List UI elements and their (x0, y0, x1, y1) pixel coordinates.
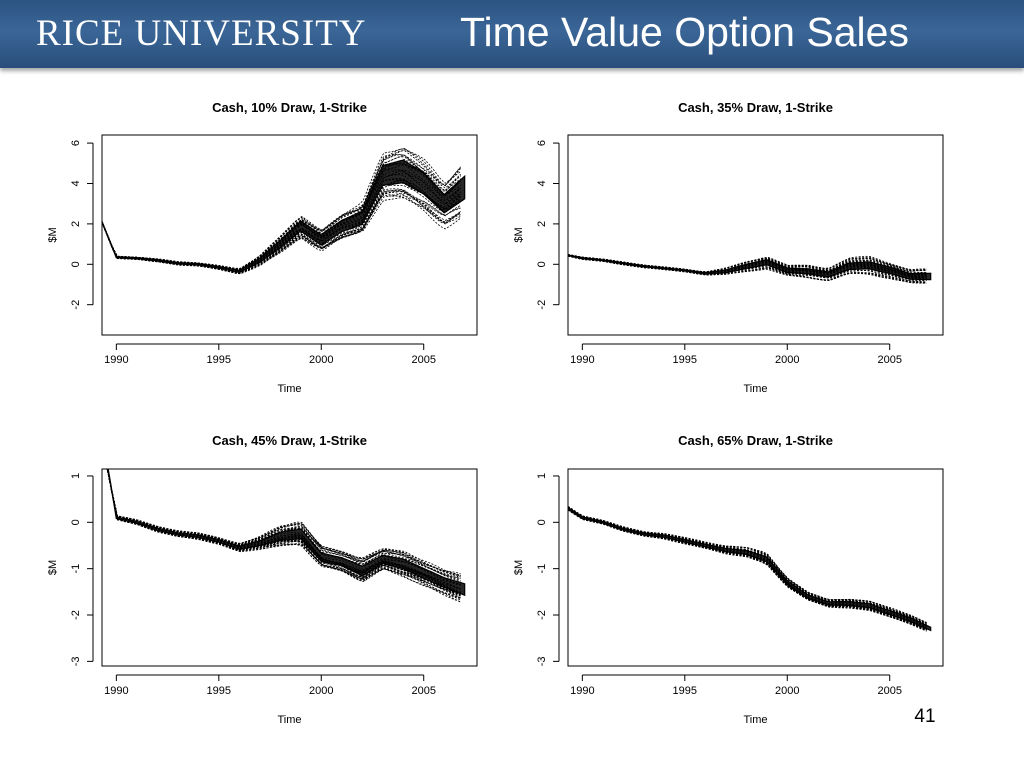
simulated-path (102, 147, 461, 270)
x-axis-label: Time (743, 383, 767, 395)
y-axis-label: $M (513, 560, 525, 575)
y-tick-label: -1 (70, 564, 82, 574)
simulated-path (102, 197, 461, 275)
plot-frame (101, 134, 478, 336)
x-tick-label: 1990 (104, 354, 128, 366)
x-tick-label: 2005 (877, 685, 901, 697)
simulated-path (568, 505, 927, 624)
university-logo: RICE UNIVERSITY (36, 13, 367, 54)
path-density-band (568, 506, 932, 632)
simulated-path (102, 154, 461, 271)
simulated-path (102, 148, 461, 269)
plot-frame (101, 468, 478, 667)
y-tick-label: -1 (536, 564, 548, 574)
simulated-path (102, 174, 461, 273)
x-axis-label: Time (277, 383, 301, 395)
y-tick-label: 2 (70, 221, 82, 227)
simulated-path (107, 469, 461, 581)
y-tick-label: 0 (536, 261, 548, 267)
y-tick-label: -2 (70, 300, 82, 310)
x-tick-label: 1995 (207, 354, 231, 366)
x-axis-label: Time (277, 714, 301, 726)
x-axis-label: Time (743, 714, 767, 726)
x-tick-label: 2005 (411, 354, 435, 366)
x-tick-label: 2000 (309, 354, 333, 366)
y-tick-label: 6 (70, 140, 82, 146)
simulated-path (568, 255, 927, 283)
chart-panel-3: Cash, 45% Draw, 1-Strike 1990 1995 2000 2005… (47, 433, 478, 726)
x-tick-label: 1990 (104, 685, 128, 697)
chart-title: Cash, 65% Draw, 1-Strike (678, 433, 833, 448)
slide-title: Time Value Option Sales (460, 9, 909, 55)
y-tick-label: -3 (70, 656, 82, 666)
simulated-paths (102, 147, 466, 275)
x-tick-label: 2000 (775, 354, 799, 366)
chart-title: Cash, 10% Draw, 1-Strike (212, 100, 367, 115)
x-tick-label: 2000 (775, 685, 799, 697)
simulated-path (102, 170, 461, 272)
simulated-path (107, 469, 461, 577)
y-tick-label: -3 (536, 656, 548, 666)
x-tick-label: 1995 (673, 685, 697, 697)
simulated-path (102, 192, 461, 274)
chart-title: Cash, 35% Draw, 1-Strike (678, 100, 833, 115)
x-tick-label: 1995 (673, 354, 697, 366)
simulated-paths (106, 469, 466, 603)
simulated-path (102, 188, 461, 274)
simulated-path (102, 190, 461, 273)
y-tick-label: 0 (70, 261, 82, 267)
simulated-path (106, 469, 461, 599)
x-tick-label: 2005 (411, 685, 435, 697)
simulated-path (102, 150, 461, 270)
simulated-path (107, 469, 461, 576)
y-tick-label: -2 (70, 610, 82, 620)
y-axis-label: $M (47, 227, 59, 242)
chart-panel-1: Cash, 10% Draw, 1-Strike 1990 1995 2000 2005… (47, 100, 478, 395)
y-tick-label: 1 (536, 473, 548, 479)
x-tick-label: 2005 (877, 354, 901, 366)
simulated-path (102, 172, 461, 272)
path-density-band (568, 254, 932, 281)
y-tick-label: 0 (536, 519, 548, 525)
y-tick-label: -2 (536, 610, 548, 620)
chart-title: Cash, 45% Draw, 1-Strike (212, 433, 367, 448)
page-number: 41 (914, 706, 936, 727)
simulated-paths (568, 254, 932, 284)
plot-frame (567, 468, 944, 667)
plot-frame (567, 134, 944, 336)
y-tick-label: 4 (536, 180, 548, 186)
y-tick-label: 1 (70, 473, 82, 479)
simulated-path (107, 469, 461, 579)
simulated-paths (568, 505, 932, 632)
path-density-band (106, 469, 466, 597)
x-tick-label: 1995 (207, 685, 231, 697)
y-tick-label: 6 (536, 140, 548, 146)
y-axis-label: $M (47, 560, 59, 575)
simulated-path (107, 469, 461, 579)
simulated-path (102, 190, 461, 274)
simulated-path (102, 184, 461, 273)
path-density-band (102, 159, 466, 274)
simulated-path (107, 469, 461, 577)
simulated-path (102, 190, 461, 274)
chart-panel-4: Cash, 65% Draw, 1-Strike 1990 1995 2000 2005… (513, 433, 944, 726)
x-tick-label: 2000 (309, 685, 333, 697)
y-tick-label: 2 (536, 221, 548, 227)
x-tick-label: 1990 (570, 685, 594, 697)
y-axis-label: $M (513, 227, 525, 242)
y-tick-label: 4 (70, 180, 82, 186)
y-tick-label: -2 (536, 300, 548, 310)
simulated-path (107, 469, 461, 574)
slide-header: RICE UNIVERSITY Time Value Option Sales (0, 0, 1024, 68)
y-tick-label: 0 (70, 519, 82, 525)
chart-panel-2: Cash, 35% Draw, 1-Strike 1990 1995 2000 2005… (513, 100, 944, 395)
x-tick-label: 1990 (570, 354, 594, 366)
